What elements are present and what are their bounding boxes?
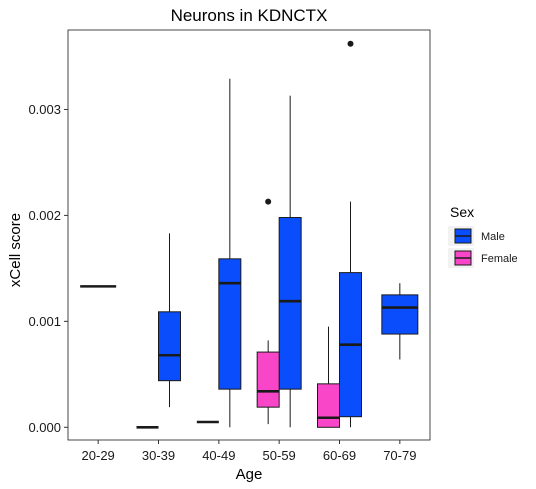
box-iqr	[381, 294, 419, 335]
box-female-50-59	[256, 198, 280, 425]
legend: Sex Male Female	[448, 204, 518, 268]
outlier-point	[347, 40, 354, 47]
y-tick-label: 0.002	[28, 208, 61, 223]
box-male-40-49	[218, 78, 242, 428]
y-tick-label: 0.000	[28, 420, 61, 435]
box-female-60-69	[317, 326, 340, 428]
legend-label-male: Male	[481, 231, 505, 243]
x-tick-label: 70-79	[383, 448, 416, 463]
box-iqr	[278, 217, 302, 390]
plot-panel	[67, 29, 431, 441]
box-iqr	[317, 383, 340, 428]
box-male-70-79	[381, 283, 419, 360]
x-axis: 20-29 30-39 40-49 50-59 60-69 70-79	[82, 440, 416, 463]
box-male-60-69	[339, 40, 362, 428]
x-axis-title: Age	[236, 466, 263, 483]
box-iqr	[218, 258, 242, 390]
box-male-50-59	[278, 95, 302, 428]
box-layer	[80, 40, 419, 429]
x-tick-label: 50-59	[263, 448, 296, 463]
y-axis: 0.000 0.001 0.002 0.003	[28, 102, 68, 435]
x-tick-label: 60-69	[323, 448, 356, 463]
y-axis-title: xCell score	[7, 213, 24, 287]
chart-title: Neurons in KDNCTX	[171, 6, 328, 25]
legend-title: Sex	[450, 204, 474, 220]
y-tick-label: 0.001	[28, 314, 61, 329]
x-tick-label: 40-49	[202, 448, 235, 463]
x-tick-label: 20-29	[82, 448, 115, 463]
y-tick-label: 0.003	[28, 102, 61, 117]
box-male-30-39	[158, 233, 181, 408]
box-iqr	[158, 311, 181, 382]
box-iqr	[256, 351, 280, 408]
legend-label-female: Female	[481, 253, 518, 265]
x-tick-label: 30-39	[142, 448, 175, 463]
outlier-point	[265, 198, 272, 205]
